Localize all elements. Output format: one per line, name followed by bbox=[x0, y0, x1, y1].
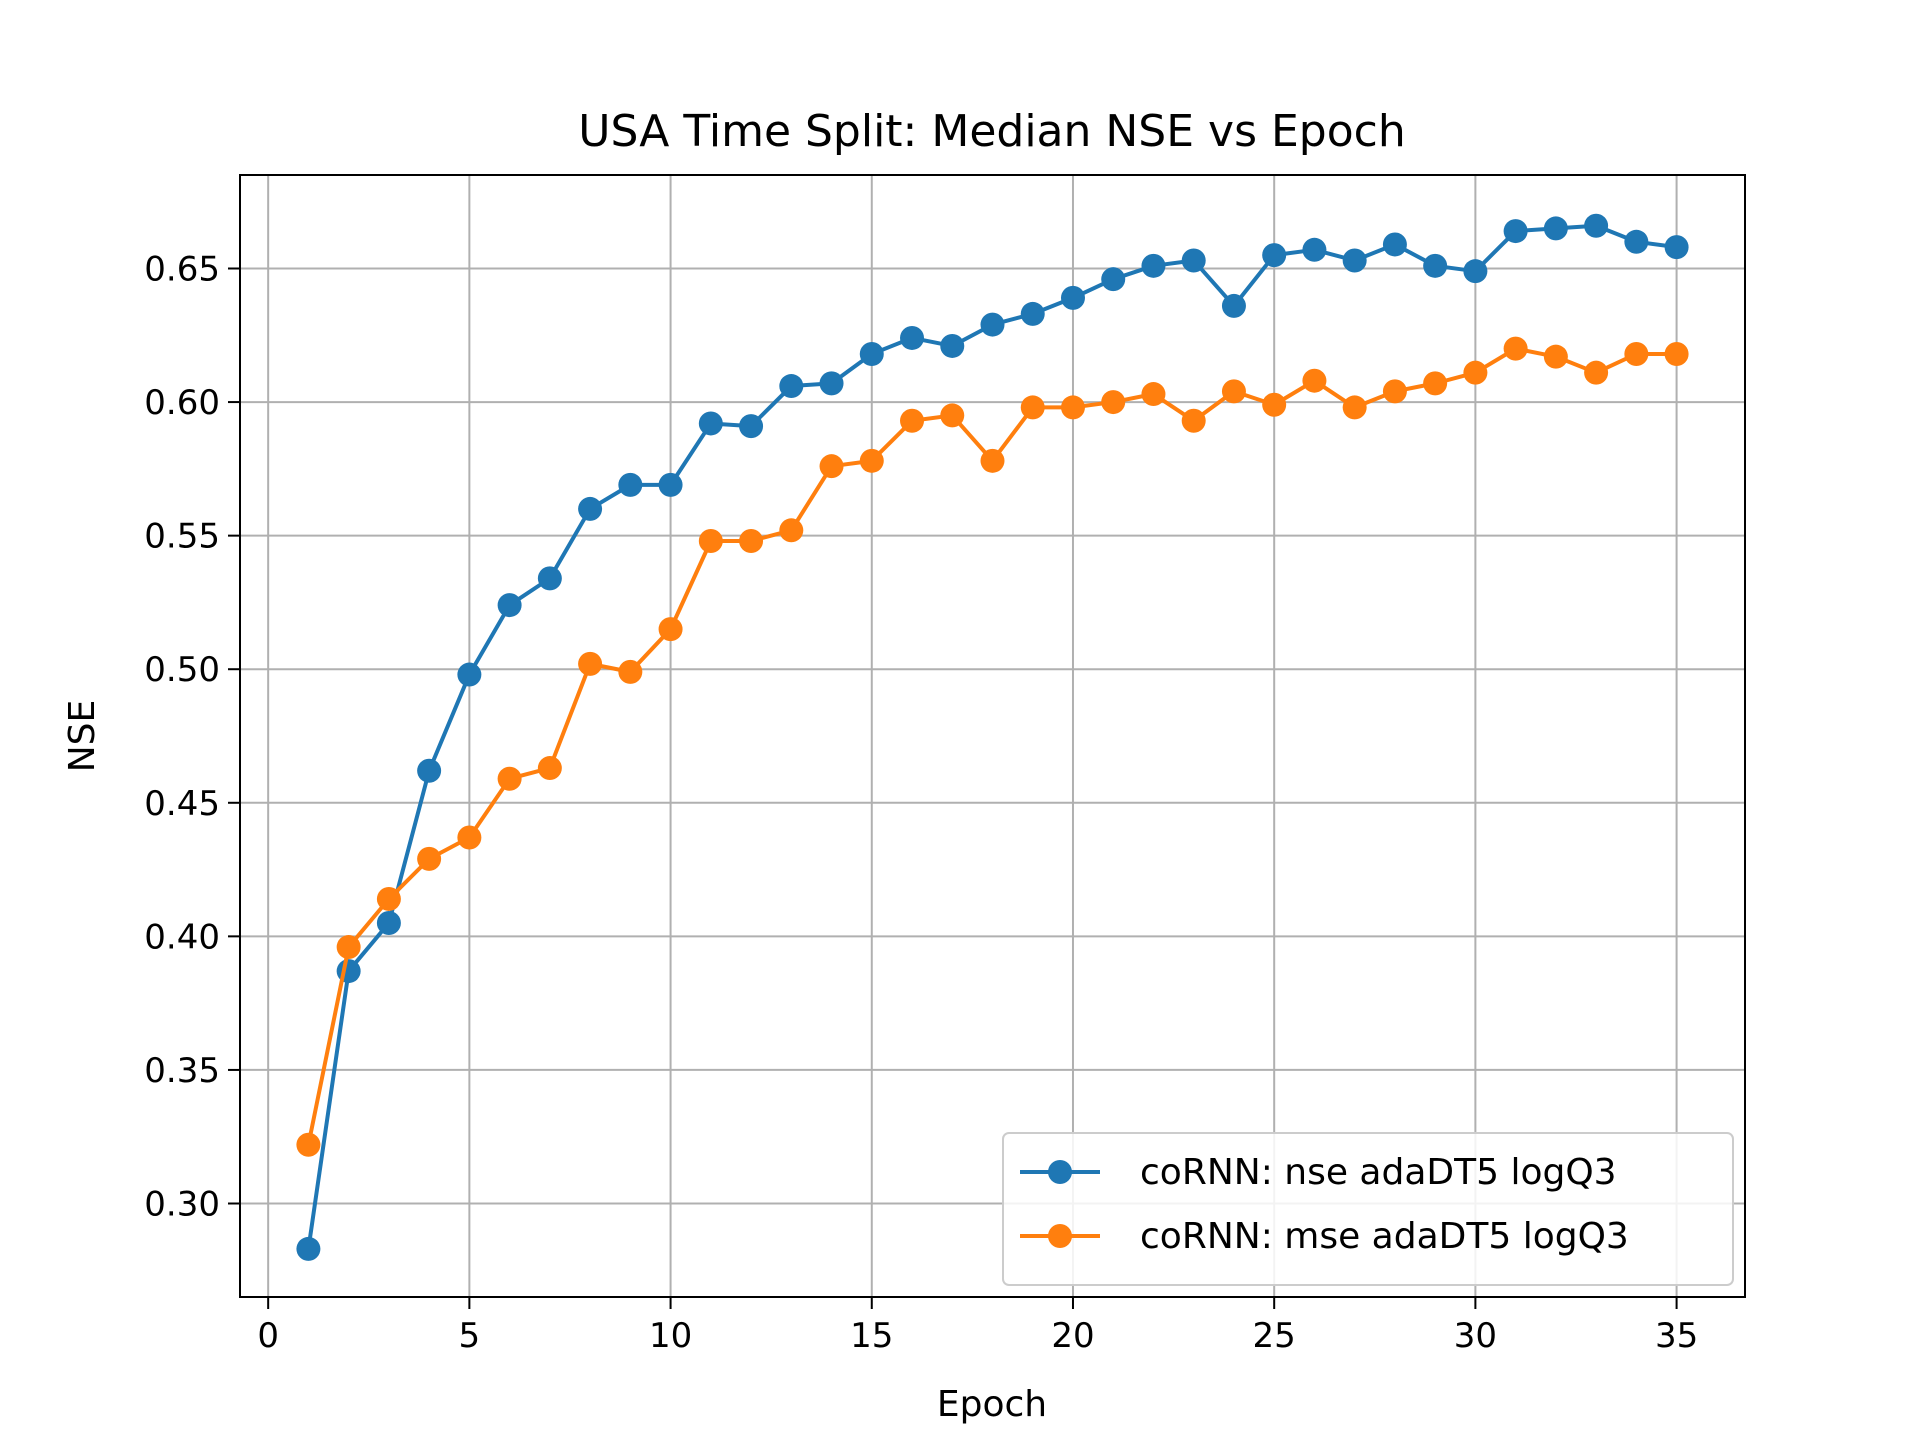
data-point bbox=[1181, 248, 1206, 273]
data-point bbox=[1382, 379, 1407, 404]
data-point bbox=[1141, 382, 1166, 407]
data-point bbox=[296, 1236, 321, 1261]
data-point bbox=[1262, 392, 1287, 417]
data-point bbox=[1664, 341, 1689, 366]
data-point bbox=[1020, 395, 1045, 420]
data-point bbox=[1221, 379, 1246, 404]
data-point bbox=[578, 651, 603, 676]
data-point bbox=[457, 825, 482, 850]
data-point bbox=[739, 414, 764, 439]
x-tick-label: 10 bbox=[649, 1316, 692, 1356]
data-point bbox=[859, 448, 884, 473]
data-point bbox=[900, 325, 925, 350]
x-tick-label: 30 bbox=[1454, 1316, 1497, 1356]
y-axis-title: NSE bbox=[62, 700, 103, 773]
data-point bbox=[1342, 395, 1367, 420]
data-point bbox=[859, 341, 884, 366]
data-point bbox=[1624, 229, 1649, 254]
x-tick-label: 25 bbox=[1253, 1316, 1296, 1356]
data-point bbox=[1302, 237, 1327, 262]
y-tick-label: 0.55 bbox=[144, 517, 220, 557]
axis-ticks: 0 5 10 15 20 25 30 35 0.30 0.35 0.40 0.45 0.50 0.55 0.… bbox=[144, 250, 1698, 1357]
data-point bbox=[1221, 293, 1246, 318]
plot-frame bbox=[239, 174, 1746, 1298]
data-point bbox=[618, 472, 643, 497]
data-point bbox=[1382, 232, 1407, 257]
data-point bbox=[417, 846, 442, 871]
data-point bbox=[779, 518, 804, 543]
data-point bbox=[537, 566, 562, 591]
data-point bbox=[578, 496, 603, 521]
data-point bbox=[1584, 213, 1609, 238]
legend-label-mse: coRNN: mse adaDT5 logQ3 bbox=[1140, 1216, 1629, 1257]
data-point bbox=[1664, 235, 1689, 260]
data-point bbox=[940, 403, 965, 428]
series-layer bbox=[296, 213, 1689, 1261]
data-point bbox=[1060, 395, 1085, 420]
legend-box bbox=[1002, 1132, 1734, 1286]
chart-title: USA Time Split: Median NSE vs Epoch bbox=[578, 106, 1405, 157]
data-point bbox=[1624, 341, 1649, 366]
x-axis-title: Epoch bbox=[937, 1384, 1047, 1425]
data-point bbox=[980, 312, 1005, 337]
data-point bbox=[1423, 371, 1448, 396]
data-point bbox=[819, 454, 844, 479]
y-tick-label: 0.65 bbox=[144, 250, 220, 290]
data-point bbox=[698, 411, 723, 436]
data-point bbox=[1101, 390, 1126, 415]
data-point bbox=[1101, 267, 1126, 292]
data-point bbox=[1584, 360, 1609, 385]
data-point bbox=[1503, 336, 1528, 361]
data-point bbox=[417, 758, 442, 783]
y-tick-label: 0.45 bbox=[144, 784, 220, 824]
data-point bbox=[1141, 253, 1166, 278]
data-point bbox=[1543, 344, 1568, 369]
data-point bbox=[296, 1132, 321, 1157]
y-tick-label: 0.50 bbox=[144, 650, 220, 690]
legend-marker-nse bbox=[1048, 1160, 1072, 1184]
data-point bbox=[819, 371, 844, 396]
data-point bbox=[1463, 259, 1488, 284]
data-point bbox=[1181, 408, 1206, 433]
data-point bbox=[980, 448, 1005, 473]
data-point bbox=[537, 756, 562, 781]
data-point bbox=[618, 659, 643, 684]
data-point bbox=[497, 593, 522, 618]
x-tick-label: 35 bbox=[1655, 1316, 1698, 1356]
y-tick-label: 0.60 bbox=[144, 383, 220, 423]
data-point bbox=[1302, 368, 1327, 393]
data-point bbox=[1463, 360, 1488, 385]
data-point bbox=[376, 886, 401, 911]
x-tick-label: 15 bbox=[850, 1316, 893, 1356]
data-point bbox=[658, 472, 683, 497]
legend-label-nse: coRNN: nse adaDT5 logQ3 bbox=[1140, 1152, 1617, 1193]
data-point bbox=[940, 333, 965, 358]
data-point bbox=[1060, 285, 1085, 310]
legend-marker-mse bbox=[1048, 1224, 1072, 1248]
y-tick-label: 0.35 bbox=[144, 1051, 220, 1091]
y-tick-label: 0.40 bbox=[144, 917, 220, 957]
data-point bbox=[1503, 219, 1528, 244]
data-point bbox=[1020, 301, 1045, 326]
data-point bbox=[497, 766, 522, 791]
y-tick-label: 0.30 bbox=[144, 1185, 220, 1225]
x-tick-label: 0 bbox=[257, 1316, 279, 1356]
x-tick-label: 5 bbox=[459, 1316, 481, 1356]
data-point bbox=[1262, 243, 1287, 268]
series-1 bbox=[296, 336, 1689, 1157]
data-point bbox=[457, 662, 482, 687]
data-point bbox=[1342, 248, 1367, 273]
data-point bbox=[376, 911, 401, 935]
data-point bbox=[336, 935, 361, 960]
data-point bbox=[739, 528, 764, 553]
x-tick-label: 20 bbox=[1051, 1316, 1094, 1356]
data-point bbox=[698, 528, 723, 553]
legend: coRNN: nse adaDT5 logQ3 coRNN: mse adaDT… bbox=[1002, 1132, 1734, 1286]
data-point bbox=[1543, 216, 1568, 241]
data-point bbox=[1423, 253, 1448, 278]
data-point bbox=[900, 408, 925, 433]
data-point bbox=[658, 617, 683, 642]
data-point bbox=[779, 374, 804, 399]
